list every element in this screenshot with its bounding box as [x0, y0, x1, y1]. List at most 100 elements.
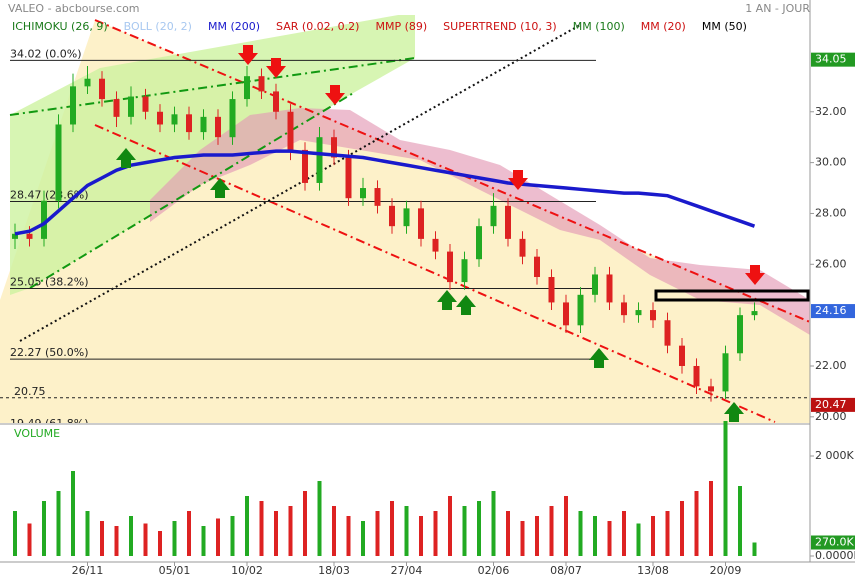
volume-bar [274, 511, 278, 556]
volume-bar [172, 521, 177, 556]
candle-body [606, 274, 613, 303]
candle-body [418, 208, 424, 239]
x-tick-label: 27/04 [391, 564, 423, 577]
price-tag [811, 304, 855, 319]
x-tick-label: 18/03 [318, 564, 350, 577]
candle-body [592, 274, 598, 295]
candle-body [635, 310, 642, 316]
candle-body [302, 149, 308, 183]
candle-body [563, 302, 569, 326]
chart-title: VALEO - abcbourse.com [8, 2, 140, 15]
candle-body [229, 99, 236, 138]
candle-body [534, 256, 540, 278]
y-tick-label: 20.00 [815, 410, 847, 423]
x-tick-label: 08/07 [550, 564, 582, 577]
legend-entry: SAR (0.02, 0.2) [276, 20, 359, 33]
candle-body [432, 238, 439, 252]
level-label: 20.75 [14, 385, 46, 398]
level-label: 19.49 (61.8%) [10, 417, 89, 430]
volume-bar [448, 496, 452, 556]
candle-body [128, 96, 134, 117]
candle-body [258, 76, 265, 92]
buy-arrow [456, 295, 476, 315]
legend-entry: MMP (89) [375, 20, 427, 33]
volume-bar [27, 523, 32, 556]
sell-arrow [266, 58, 286, 78]
candle-body [374, 188, 381, 206]
volume-tick-label: 0.0000K [815, 549, 855, 562]
x-tick-label: 13/08 [637, 564, 669, 577]
volume-bar [245, 496, 249, 556]
candle-body [142, 96, 149, 112]
volume-bar [114, 526, 119, 556]
volume-bar [158, 531, 162, 556]
legend-entry: MM (100) [573, 20, 625, 33]
buy-arrow [437, 290, 457, 310]
candle-body [186, 114, 192, 133]
volume-bar [71, 471, 75, 556]
volume-bar [404, 506, 409, 556]
volume-bar [375, 511, 380, 556]
mm200-line [14, 149, 756, 236]
candle-body [389, 205, 395, 227]
volume-bar [578, 511, 583, 556]
volume-bar [100, 521, 104, 556]
volume-bar [549, 506, 554, 556]
price-tag-label: 24.16 [815, 304, 847, 317]
candle-body [722, 353, 729, 392]
legend-entry: MM (200) [208, 20, 260, 33]
candle-body [244, 76, 250, 100]
highlight-box [654, 289, 810, 302]
candle-body [84, 78, 91, 87]
green-channel-lower [29, 91, 356, 289]
level-label: 22.27 (50.0%) [10, 346, 89, 359]
price-tag [811, 52, 855, 67]
volume-tag [811, 535, 855, 550]
legend-entry: MM (20) [641, 20, 686, 33]
volume-bar [520, 521, 525, 556]
x-tick-label: 20/09 [710, 564, 742, 577]
dotted-trend [19, 24, 581, 342]
candle-body [403, 208, 410, 227]
sell-arrow [325, 85, 345, 105]
legend-entry: ICHIMOKU (26, 9) [12, 20, 108, 33]
y-tick-label: 22.00 [815, 359, 847, 372]
volume-bar [506, 511, 510, 556]
channel-upper [94, 19, 810, 323]
price-tag-label: 34.05 [815, 53, 847, 66]
legend-entry: BOLL (20, 2) [124, 20, 192, 33]
candle-body [157, 111, 163, 125]
volume-bar [593, 516, 597, 556]
volume-bar [433, 511, 438, 556]
candle-body [621, 302, 627, 316]
candle-body [55, 124, 62, 201]
legend-entry: MM (50) [702, 20, 747, 33]
volume-bar [303, 491, 307, 556]
x-tick-label: 05/01 [159, 564, 191, 577]
volume-bar [332, 506, 336, 556]
volume-bar [13, 511, 17, 556]
volume-bar [259, 501, 264, 556]
volume-bar [288, 506, 293, 556]
candle-body [360, 188, 366, 199]
x-tick-label: 02/06 [478, 564, 510, 577]
sell-arrow [745, 265, 765, 285]
buy-arrow [589, 348, 609, 368]
level-label: 28.47 (23.6%) [10, 189, 89, 202]
volume-bar [317, 481, 322, 556]
volume-tick-label: 2 000K [815, 449, 854, 462]
y-tick-label: 30.00 [815, 156, 847, 169]
volume-bar [187, 511, 191, 556]
volume-bar [680, 501, 684, 556]
volume-bar [477, 501, 481, 556]
candle-body [287, 111, 294, 150]
y-tick-label: 32.00 [815, 105, 847, 118]
candle-body [461, 259, 468, 283]
candles [12, 66, 758, 402]
sell-arrow [508, 170, 528, 190]
volume-bar [361, 521, 365, 556]
overlays: 34.02 (0.0%) 28.47 (23.6%) 25.05 (38.2%) 22… [0, 15, 810, 430]
candle-body [171, 114, 178, 125]
volume-bar [752, 542, 757, 556]
volume-bar [535, 516, 539, 556]
